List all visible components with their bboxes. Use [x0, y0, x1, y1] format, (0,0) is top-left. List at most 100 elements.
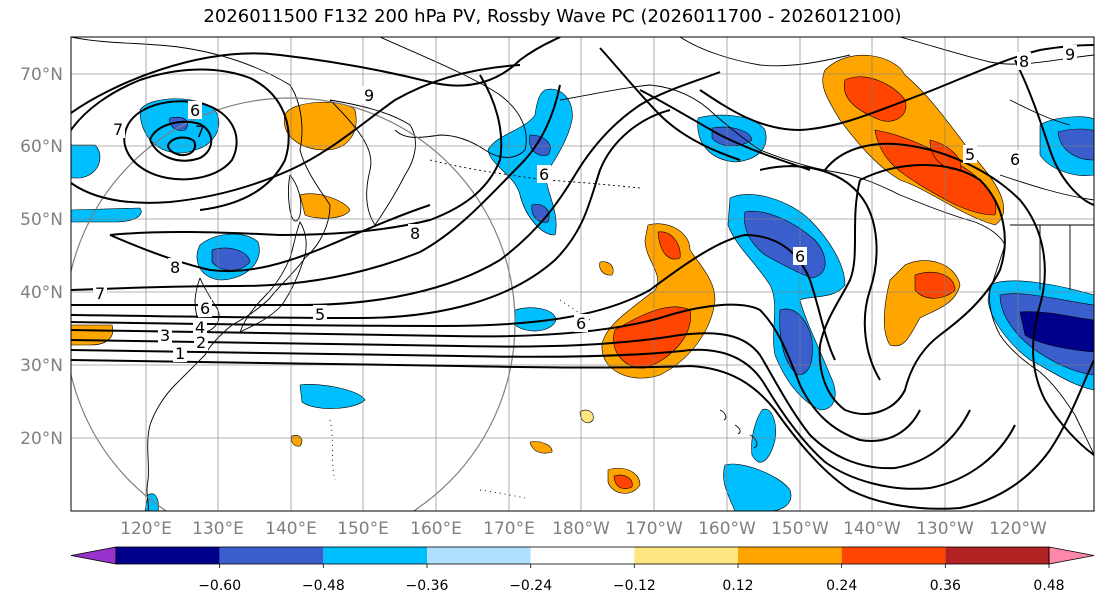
pv-contour: [71, 84, 561, 291]
lat-label: 30°N: [20, 356, 63, 376]
sakhalin-coast: [288, 174, 302, 222]
lat-label: 50°N: [20, 210, 63, 230]
pv-contour: [759, 165, 881, 381]
lat-label: 40°N: [20, 283, 63, 303]
colorbar-bin: [116, 547, 220, 564]
latitude-labels: 70°N 60°N 50°N 40°N 30°N 20°N: [20, 65, 63, 449]
contour-label: 6: [190, 101, 200, 120]
positive-anomaly: [299, 193, 351, 219]
contour-label: 5: [965, 145, 975, 164]
lon-label: 160°E: [410, 519, 462, 539]
negative-anomaly: [487, 88, 573, 236]
anomaly-shading: [71, 54, 1094, 511]
contour-label: 6: [200, 299, 210, 318]
colorbar-bin: [738, 547, 842, 564]
pv-contour: [71, 359, 1094, 510]
negative-anomaly-strong: [211, 247, 251, 271]
colorbar-tick-label: −0.36: [406, 578, 449, 594]
colorbar-bin: [323, 547, 427, 564]
pv-contour: [71, 303, 921, 442]
pv-contour: [109, 74, 503, 237]
pv-contour: [71, 71, 721, 306]
colorbar-extension-low: [70, 546, 117, 565]
contour-label: 9: [364, 86, 374, 105]
contour-label: 8: [410, 224, 420, 243]
hawaii-islands: [719, 409, 758, 449]
lon-label: 120°W: [989, 519, 1047, 539]
lon-label: 170°E: [483, 519, 535, 539]
positive-anomaly: [599, 261, 614, 276]
pv-contour: [824, 142, 1094, 456]
contour-label: 6: [795, 247, 805, 266]
colorbar-bin: [427, 547, 531, 564]
colorbar-bin: [841, 547, 946, 564]
lon-label: 140°W: [843, 519, 901, 539]
lat-label: 20°N: [20, 429, 63, 449]
colorbar-bin: [219, 547, 324, 564]
negative-anomaly: [299, 384, 366, 409]
contour-label: 9: [1065, 45, 1075, 64]
pv-contour: [71, 64, 521, 204]
canada-interior: [999, 99, 1094, 290]
colorbar-tick-label: 0.24: [826, 578, 857, 594]
colorbar: −0.60 −0.48 −0.36 −0.24 −0.12 0.12 0.24 0.36 0.4…: [70, 546, 1095, 594]
lon-label: 150°W: [771, 519, 829, 539]
colorbar-tick-label: 0.48: [1033, 578, 1064, 594]
pv-contour: [699, 44, 1094, 132]
contour-label: 7: [95, 284, 105, 303]
pv-contour: [71, 109, 671, 320]
negative-anomaly-darkest: [1019, 311, 1094, 353]
positive-anomaly: [579, 409, 594, 424]
contour-labels: 9 6 7 8 9 8 6 7 5 6 8 7 6 5 4 3 2 1 6 6: [93, 45, 1077, 363]
pv-contour: [71, 68, 290, 211]
pv-contour: [123, 100, 238, 181]
positive-anomaly: [529, 441, 553, 454]
lon-label: 130°E: [192, 519, 244, 539]
contour-label: 7: [113, 120, 123, 139]
colorbar-tick-label: 0.36: [930, 578, 961, 594]
positive-anomaly-strong: [657, 231, 681, 260]
contour-label: 7: [195, 122, 205, 141]
negative-anomaly: [751, 408, 776, 463]
pv-contour: [71, 233, 836, 361]
pv-contour: [149, 120, 213, 162]
siberia-coast: [379, 37, 527, 158]
contour-label: 2: [196, 333, 206, 352]
contour-label: 6: [1010, 150, 1020, 169]
map-area: 9 6 7 8 9 8 6 7 5 6 8 7 6 5 4 3 2 1 6 6: [71, 37, 1094, 511]
map-frame: [70, 36, 1095, 512]
positive-anomaly-strong: [613, 474, 633, 489]
colorbar-bin: [530, 547, 635, 564]
colorbar-tick-label: −0.12: [613, 578, 656, 594]
contour-label: 6: [576, 314, 586, 333]
lon-label: 120°E: [120, 519, 172, 539]
colorbar-bin: [945, 547, 1049, 564]
lon-label: 160°W: [698, 519, 756, 539]
contour-label: 1: [175, 344, 185, 363]
positive-anomaly: [283, 101, 357, 151]
positive-anomaly-strong: [843, 76, 907, 122]
contour-label: 3: [160, 326, 170, 345]
negative-anomaly: [71, 207, 142, 223]
colorbar-tick-label: −0.24: [509, 578, 552, 594]
pv-contour: [818, 164, 1006, 415]
pv-contour: [71, 332, 971, 470]
graticule: [71, 37, 1094, 511]
kamchatka-coast: [329, 99, 416, 226]
lon-label: 170°W: [625, 519, 683, 539]
colorbar-outline: [115, 546, 1050, 565]
longitude-labels: 120°E 130°E 140°E 150°E 160°E 170°E 180°…: [120, 519, 1047, 539]
contour-label: 8: [170, 258, 180, 277]
pv-contour: [71, 37, 561, 114]
lon-label: 150°E: [337, 519, 389, 539]
negative-anomaly: [723, 463, 792, 511]
arctic-coast: [679, 37, 1094, 67]
pv-contour: [1014, 59, 1094, 206]
contour-label: 4: [195, 318, 205, 337]
colorbar-tick-label: −0.48: [302, 578, 345, 594]
colorbar-bin: [634, 547, 738, 564]
pv-contours: [71, 37, 1094, 510]
negative-anomaly-strong: [711, 126, 753, 147]
map-title: 2026011500 F132 200 hPa PV, Rossby Wave …: [203, 6, 902, 27]
